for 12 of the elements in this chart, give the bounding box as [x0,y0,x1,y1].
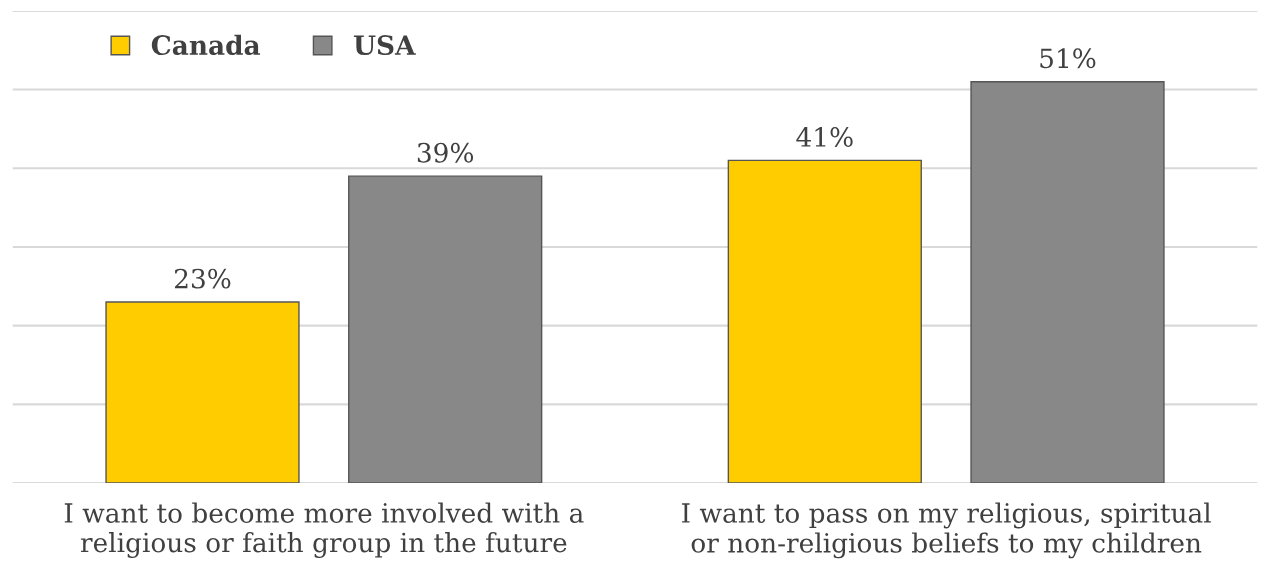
data-label: 23% [174,268,231,289]
x-tick-label: I want to become more involved with a religious or faith group in the future [64,502,584,558]
bar [348,175,543,484]
legend-label: Canada [151,34,261,56]
bar [105,301,300,484]
x-tick-label: I want to pass on my religious, spiritual or non-religious beliefs to my children [682,502,1211,559]
data-label: 41% [796,126,853,147]
data-label: 39% [417,142,474,163]
bar [727,159,922,484]
data-label: 51% [1040,48,1096,69]
bar [970,81,1165,484]
legend-label: USA [353,35,416,56]
